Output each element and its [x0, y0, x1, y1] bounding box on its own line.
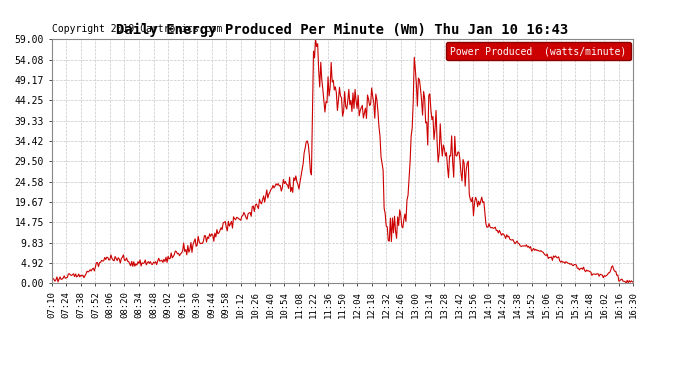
- Legend: Power Produced  (watts/minute): Power Produced (watts/minute): [446, 42, 631, 60]
- Title: Daily Energy Produced Per Minute (Wm) Thu Jan 10 16:43: Daily Energy Produced Per Minute (Wm) Th…: [117, 22, 569, 37]
- Text: Copyright 2019 Cartronics.com: Copyright 2019 Cartronics.com: [52, 24, 222, 34]
